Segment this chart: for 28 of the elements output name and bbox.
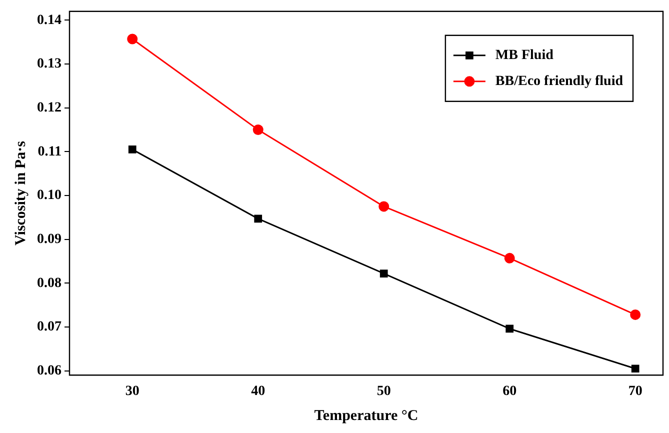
- x-tick-label: 70: [628, 384, 642, 400]
- legend-label: BB/Eco friendly fluid: [495, 74, 624, 90]
- point: [127, 34, 138, 44]
- point: [378, 201, 390, 212]
- point: [254, 214, 262, 223]
- x-tick-label: 30: [125, 384, 140, 400]
- y-tick-label: 0.09: [37, 232, 62, 247]
- x-tick-label: 60: [502, 384, 517, 400]
- point: [506, 324, 514, 333]
- y-axis-title: Viscosity in Pa·s: [12, 140, 29, 246]
- x-tick-label: 50: [376, 384, 391, 400]
- point: [630, 309, 641, 320]
- point: [252, 124, 264, 135]
- y-tick-label: 0.12: [37, 100, 62, 116]
- y-tick-label: 0.07: [37, 320, 62, 335]
- y-tick-label: 0.08: [37, 276, 62, 291]
- point: [504, 252, 515, 264]
- x-tick-label: 40: [251, 384, 266, 400]
- x-axis-title: Temperature °C: [314, 408, 418, 424]
- point: [631, 364, 640, 373]
- y-tick-label: 0.14: [37, 12, 62, 28]
- legend-label: MB Fluid: [495, 48, 554, 64]
- y-tick-label: 0.06: [37, 363, 62, 378]
- y-tick-label: 0.10: [37, 188, 62, 204]
- point: [380, 270, 388, 278]
- y-tick-label: 0.11: [38, 144, 62, 160]
- point: [128, 146, 136, 154]
- y-tick-label: 0.13: [37, 56, 62, 72]
